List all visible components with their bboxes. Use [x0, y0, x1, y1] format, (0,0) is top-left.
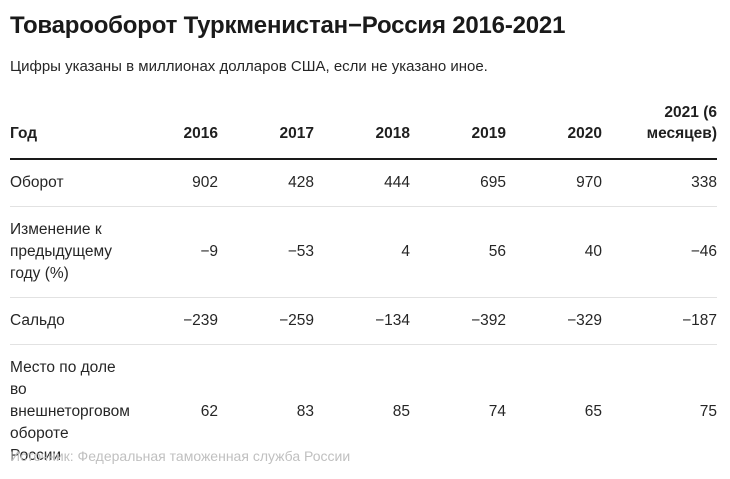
cell-value: 74 — [410, 345, 506, 479]
cell-value: −9 — [122, 207, 218, 298]
cell-value: 695 — [410, 159, 506, 207]
page-title: Товарооборот Туркменистан−Россия 2016-20… — [10, 12, 718, 40]
cell-value: 444 — [314, 159, 410, 207]
cell-value: 75 — [602, 345, 717, 479]
cell-value: 970 — [506, 159, 602, 207]
table-row-turnover: Оборот 902 428 444 695 970 338 — [10, 159, 717, 207]
column-header-2019: 2019 — [410, 102, 506, 159]
row-label: Оборот — [10, 159, 122, 207]
cell-value: 338 — [602, 159, 717, 207]
column-header-2017: 2017 — [218, 102, 314, 159]
cell-value: −329 — [506, 298, 602, 345]
cell-value: 65 — [506, 345, 602, 479]
cell-value: 4 — [314, 207, 410, 298]
trade-turnover-table: Год 2016 2017 2018 2019 2020 2021 (6 мес… — [10, 102, 717, 479]
cell-value: −239 — [122, 298, 218, 345]
cell-value: −392 — [410, 298, 506, 345]
cell-value: 56 — [410, 207, 506, 298]
cell-value: 902 — [122, 159, 218, 207]
column-header-2016: 2016 — [122, 102, 218, 159]
column-header-2020: 2020 — [506, 102, 602, 159]
cell-value: −46 — [602, 207, 717, 298]
cell-value: −53 — [218, 207, 314, 298]
cell-value: −259 — [218, 298, 314, 345]
table-row-change-yoy: Изменение к предыдущему году (%) −9 −53 … — [10, 207, 717, 298]
table-row-balance: Сальдо −239 −259 −134 −392 −329 −187 — [10, 298, 717, 345]
row-label: Сальдо — [10, 298, 122, 345]
column-header-2018: 2018 — [314, 102, 410, 159]
cell-value: −134 — [314, 298, 410, 345]
page-subtitle: Цифры указаны в миллионах долларов США, … — [10, 57, 718, 76]
source-note-clipped: Источник: Федеральная таможенная служба … — [10, 447, 350, 465]
cell-value: 428 — [218, 159, 314, 207]
cell-value: 40 — [506, 207, 602, 298]
table-header-row: Год 2016 2017 2018 2019 2020 2021 (6 мес… — [10, 102, 717, 159]
cell-value: −187 — [602, 298, 717, 345]
column-header-2021-6m: 2021 (6 месяцев) — [602, 102, 717, 159]
column-header-year-label: Год — [10, 102, 122, 159]
row-label: Изменение к предыдущему году (%) — [10, 207, 122, 298]
